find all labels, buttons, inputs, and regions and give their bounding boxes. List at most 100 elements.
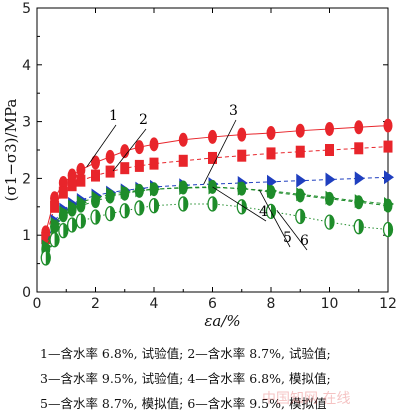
series-1-point-3	[58, 175, 68, 190]
series-6-point-3-fill	[63, 223, 68, 238]
curve-label-5: 5	[283, 230, 292, 246]
series-6-point-7-fill	[110, 206, 115, 221]
curve-label-3: 3	[229, 103, 238, 119]
series-1-point-13	[237, 127, 247, 142]
series-2-point-2	[50, 200, 60, 213]
curve-label-1: 1	[109, 108, 118, 124]
series-5-line	[45, 186, 389, 247]
series-2-point-18	[383, 140, 393, 153]
y-tick-label: 5	[22, 1, 31, 17]
series-5-point-2	[50, 216, 61, 231]
series-6-point-4-fill	[72, 217, 77, 232]
legend-line-2: 3—含水率 9.5%, 试验值; 4—含水率 6.8%, 模拟值;	[40, 371, 331, 386]
series-3-point-18	[384, 170, 394, 185]
curve-label-5-leader	[258, 189, 291, 248]
series-2-point-14	[266, 147, 276, 160]
series-2-point-10	[149, 157, 159, 170]
series-6-point-15-fill	[300, 209, 305, 224]
series-2-point-12	[208, 151, 217, 164]
legend-line-3: 5—含水率 8.7%, 模拟值; 6—含水率 9.5%, 模拟值	[40, 396, 327, 411]
series-5-point-17	[354, 194, 365, 209]
y-tick-label: 4	[22, 58, 31, 74]
series-3-point-17	[354, 171, 365, 186]
series-3-point-15	[296, 173, 307, 188]
series-5-point-6	[91, 190, 102, 205]
series-5-point-14	[267, 183, 277, 198]
series-1-point-12	[208, 129, 217, 144]
series-5-point-7	[106, 187, 117, 202]
y-tick-label: 0	[22, 285, 31, 301]
curve-label-6-leader	[276, 209, 308, 251]
y-tick-label: 3	[22, 115, 31, 131]
series-2-point-16	[325, 144, 334, 156]
series-6-point-17-fill	[358, 219, 364, 234]
series-1-point-17	[354, 120, 364, 135]
curve-label-2: 2	[139, 112, 148, 128]
watermark: 中国知网 在线	[262, 391, 351, 407]
series-5-point-9	[135, 183, 146, 198]
series-1-point-18	[383, 118, 393, 133]
series-5-point-5	[76, 195, 87, 210]
series-6-point-12-fill	[212, 196, 217, 211]
series-5-point-1	[41, 239, 52, 254]
x-tick-label: 12	[379, 296, 397, 312]
series-6-point-1-fill	[45, 250, 51, 265]
series-6-point-10-fill	[154, 198, 159, 213]
curve-label-3-leader	[203, 119, 237, 185]
series-1-point-5	[76, 162, 86, 177]
x-tick-label: 0	[33, 296, 42, 312]
series-6-point-8-fill	[124, 203, 130, 218]
x-axis-label: εa/%	[204, 312, 240, 330]
series-1-point-6	[91, 155, 100, 170]
series-2-point-9	[134, 159, 144, 172]
series-5-point-11	[179, 181, 190, 196]
plot-frame	[36, 7, 389, 293]
series-2-point-17	[354, 142, 364, 155]
x-tick-label: 2	[91, 296, 100, 312]
x-tick-label: 6	[208, 296, 217, 312]
series-3-point-16	[325, 172, 336, 187]
series-3-point-14	[267, 174, 277, 189]
series-2-point-5	[76, 174, 86, 187]
series-2-point-7	[105, 165, 115, 178]
y-tick-label: 2	[22, 171, 31, 187]
series-2-point-11	[178, 154, 188, 167]
curve-label-2-leader	[112, 128, 147, 172]
curve-label-4: 4	[259, 204, 268, 220]
x-tick-label: 10	[321, 296, 339, 312]
series-2-point-3	[58, 186, 68, 199]
series-2-point-8	[120, 162, 130, 175]
series-5-point-15	[296, 187, 307, 202]
legend-line-1: 1—含水率 6.8%, 试验值; 2—含水率 8.7%, 试验值;	[40, 346, 331, 361]
series-5-point-13	[237, 181, 248, 196]
series-5-point-3	[59, 205, 70, 220]
series-6-point-14-fill	[271, 204, 276, 219]
series-2-point-15	[295, 145, 305, 158]
series-1-point-16	[325, 121, 334, 136]
series-2-point-1	[41, 232, 51, 245]
y-tick-label: 1	[22, 228, 31, 244]
series-6-point-5-fill	[80, 214, 86, 228]
series-2-point-13	[237, 149, 247, 162]
series-1-point-9	[134, 140, 144, 155]
series-6-line	[45, 203, 389, 259]
series-1-point-7	[105, 149, 115, 164]
curve-label-1-leader	[86, 124, 117, 168]
curve-label-6: 6	[300, 233, 309, 249]
y-axis-label: (σ1−σ3)/MPa	[2, 99, 20, 202]
series-1-point-4	[67, 168, 77, 183]
series-6-point-2-fill	[54, 232, 60, 247]
x-tick-label: 4	[150, 296, 159, 312]
series-2-point-6	[91, 169, 100, 182]
series-1-point-10	[149, 137, 159, 152]
series-5-point-4	[68, 199, 79, 214]
x-tick-label: 8	[267, 296, 276, 312]
series-5-point-18	[384, 196, 394, 211]
series-6-point-18-fill	[388, 222, 393, 237]
curve-label-4-leader	[212, 186, 267, 222]
series-1-point-14	[266, 125, 276, 140]
series-2-point-4	[67, 179, 77, 192]
series-5-point-10	[150, 182, 160, 197]
series-1-point-15	[295, 123, 305, 138]
